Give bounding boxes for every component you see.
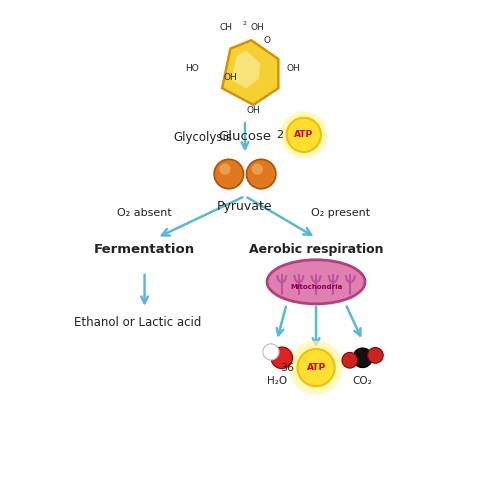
Text: H₂O: H₂O: [267, 376, 287, 386]
Circle shape: [271, 347, 293, 368]
Text: Aerobic respiration: Aerobic respiration: [249, 242, 383, 256]
Text: Glucose: Glucose: [219, 130, 271, 143]
Circle shape: [214, 160, 244, 188]
Text: OH: OH: [286, 64, 300, 73]
Text: ATP: ATP: [306, 363, 326, 372]
Text: CO₂: CO₂: [353, 376, 372, 386]
Circle shape: [342, 352, 358, 368]
Text: OH: OH: [223, 72, 237, 82]
Polygon shape: [222, 40, 278, 105]
Circle shape: [297, 349, 335, 386]
Text: CH: CH: [220, 22, 233, 32]
Circle shape: [353, 348, 372, 368]
Circle shape: [368, 348, 383, 363]
Circle shape: [252, 164, 263, 174]
Text: Glycolysis: Glycolysis: [174, 131, 233, 144]
Text: Fermentation: Fermentation: [94, 242, 195, 256]
Circle shape: [289, 340, 343, 394]
Text: O₂ absent: O₂ absent: [117, 208, 172, 218]
Circle shape: [263, 344, 279, 360]
Text: O₂ present: O₂ present: [311, 208, 370, 218]
Polygon shape: [231, 51, 260, 88]
Text: 2: 2: [242, 20, 246, 25]
Text: OH: OH: [251, 22, 265, 32]
Text: HO: HO: [185, 64, 198, 73]
Circle shape: [280, 112, 327, 158]
Text: Pyruvate: Pyruvate: [217, 200, 273, 212]
Text: O: O: [264, 36, 270, 45]
Text: Mitochondria: Mitochondria: [290, 284, 342, 290]
Text: 36: 36: [281, 362, 294, 372]
Text: ATP: ATP: [294, 130, 314, 140]
Text: 2: 2: [276, 130, 283, 140]
Circle shape: [287, 118, 321, 152]
Text: Ethanol or Lactic acid: Ethanol or Lactic acid: [74, 316, 201, 329]
Ellipse shape: [267, 260, 365, 304]
Circle shape: [220, 164, 230, 174]
Text: OH: OH: [247, 106, 261, 115]
Circle shape: [246, 160, 276, 188]
